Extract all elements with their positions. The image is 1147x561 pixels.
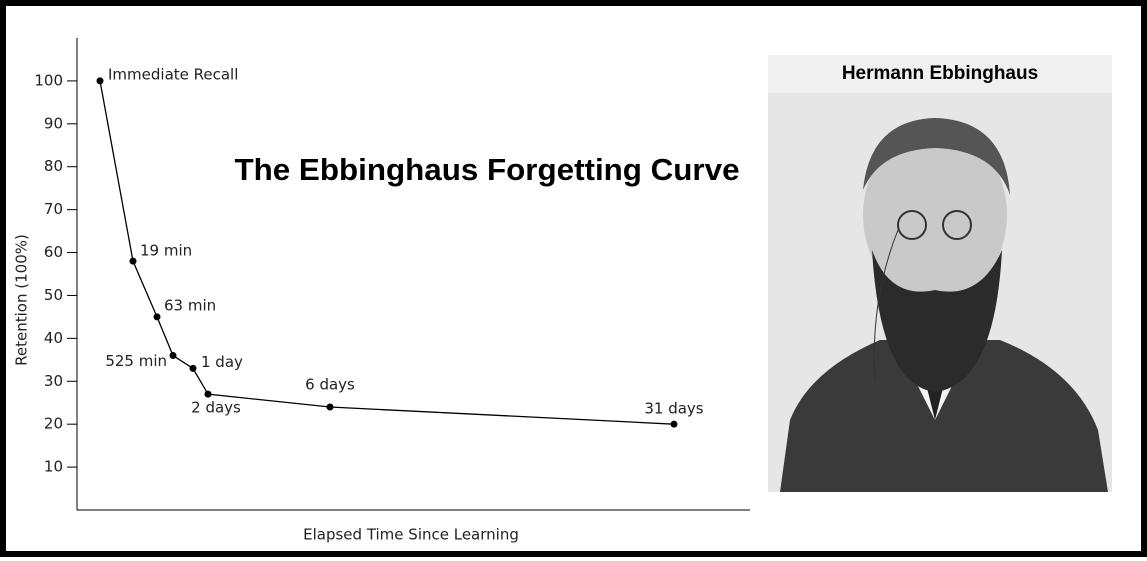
point-label: 31 days [644,400,703,418]
y-tick-label: 70 [44,200,63,218]
y-tick-label: 50 [44,286,63,304]
point-label: 2 days [191,399,241,417]
data-point [671,421,678,428]
y-tick-label: 40 [44,329,63,347]
y-tick-label: 10 [44,458,63,476]
point-label: 525 min [105,352,167,370]
figure: The Ebbinghaus Forgetting Curve Retentio… [0,0,1147,557]
data-point [97,77,104,84]
y-tick-label: 80 [44,157,63,175]
portrait-caption: Hermann Ebbinghaus [842,63,1038,84]
data-point [154,313,161,320]
y-tick-label: 60 [44,243,63,261]
point-label: 1 day [201,353,243,371]
chart-title: The Ebbinghaus Forgetting Curve [235,152,740,187]
portrait: Hermann Ebbinghaus [768,55,1112,492]
data-point [190,365,197,372]
point-label: 6 days [305,376,355,394]
data-point [170,352,177,359]
y-tick-label: 90 [44,114,63,132]
x-axis-label: Elapsed Time Since Learning [303,526,519,544]
point-label: 63 min [164,296,216,314]
y-axis-label: Retention (100%) [13,234,31,366]
data-point [327,404,334,411]
data-point [205,391,212,398]
data-point [130,258,137,265]
y-tick-label: 20 [44,415,63,433]
point-label: Immediate Recall [108,65,238,83]
y-tick-label: 100 [34,71,63,89]
y-tick-label: 30 [44,372,63,390]
point-label: 19 min [140,242,192,260]
